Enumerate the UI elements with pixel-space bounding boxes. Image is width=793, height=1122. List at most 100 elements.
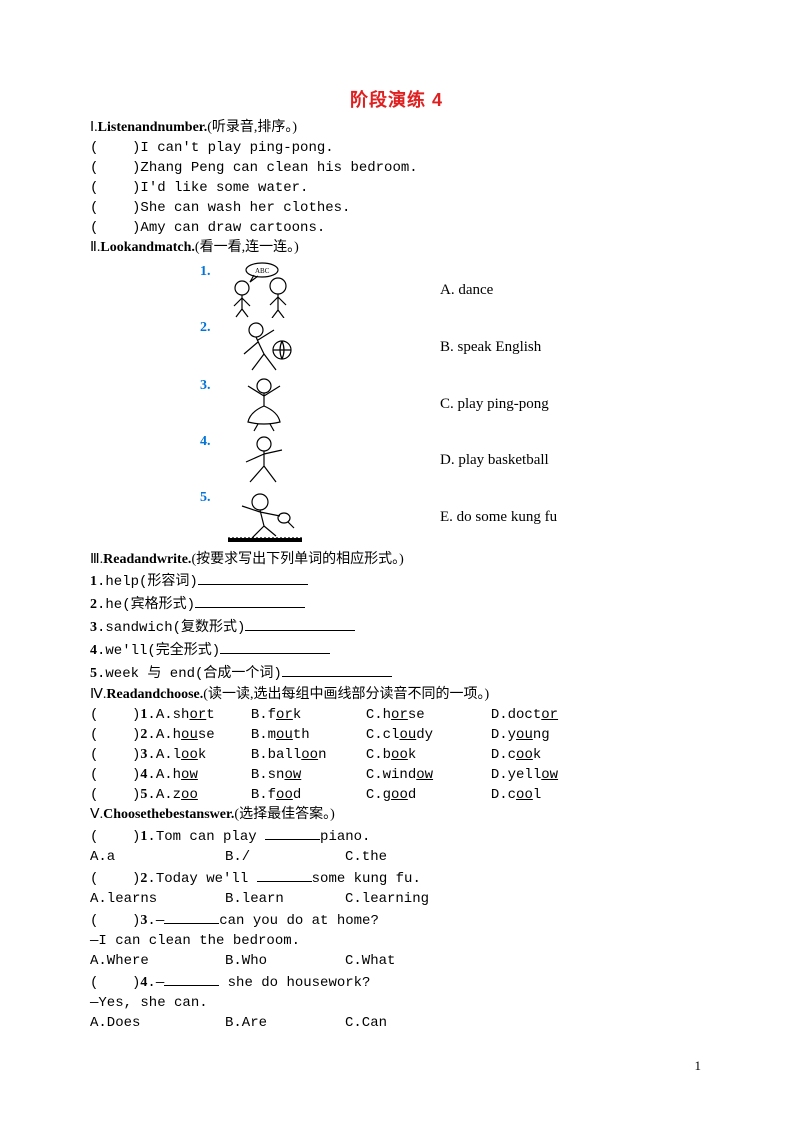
sec3-n2: 2 — [90, 597, 97, 612]
sec4-opt: D.doctor — [491, 705, 558, 725]
sec4-opt: A.short — [156, 705, 251, 725]
sec5-q1: ( )1.Tom can play piano. — [90, 825, 703, 847]
sec2-head: Ⅱ.Lookandmatch.(看一看,连一连。) — [90, 238, 703, 258]
sec3-n1: 1 — [90, 574, 97, 589]
sec1-bold: Listenandnumber. — [98, 120, 208, 135]
match-image-kungfu — [218, 432, 310, 488]
sec5-opt: C.What — [345, 951, 395, 971]
match-num-4: 4. — [200, 434, 218, 450]
sec5-opt: A.a — [90, 847, 225, 867]
sec4-opt: D.yellow — [491, 765, 558, 785]
section-3: Ⅲ.Readandwrite.(按要求写出下列单词的相应形式。) 1.help(… — [90, 550, 703, 685]
section-1: Ⅰ.Listenandnumber.(听录音,排序。) ( )I can't p… — [90, 118, 703, 238]
blank-line[interactable] — [220, 639, 330, 654]
sec5-opt: A.Does — [90, 1013, 225, 1033]
sec1-item: ( )Zhang Peng can clean his bedroom. — [90, 158, 703, 178]
sec4-opt: B.mouth — [251, 725, 366, 745]
match-num-2: 2. — [200, 320, 218, 336]
sec1-i1: I can't play ping-pong. — [140, 140, 333, 156]
sec4-opt: A.house — [156, 725, 251, 745]
sec4-row: ( )4.A.howB.snowC.windowD.yellow — [90, 765, 703, 785]
q3b: can you do at home? — [219, 913, 379, 929]
match-image-dance — [218, 376, 310, 432]
sec5-paren: (选择最佳答案。) — [234, 807, 334, 822]
blank-line[interactable] — [164, 971, 219, 986]
q4a: .— — [147, 975, 164, 991]
sec4-opt: B.fork — [251, 705, 366, 725]
sec1-item: ( )I'd like some water. — [90, 178, 703, 198]
sec4-opt: D.cool — [491, 785, 541, 805]
sec4-opt: B.food — [251, 785, 366, 805]
sec2-roman: Ⅱ. — [90, 240, 100, 255]
sec1-i3: I'd like some water. — [140, 180, 308, 196]
sec1-paren: (听录音,排序。) — [207, 120, 297, 135]
sec4-opt: C.book — [366, 745, 491, 765]
sec3-item: 3.sandwich(复数形式) — [90, 616, 703, 639]
match-row: 5. E. do some kung fu — [200, 488, 703, 546]
sec3-t4: .we'll(完全形式) — [97, 643, 220, 659]
blank-line[interactable] — [245, 616, 355, 631]
match-row: 3. C. play ping-pong — [200, 376, 703, 432]
sec1-i4: She can wash her clothes. — [140, 200, 350, 216]
sec3-t1: .help(形容词) — [97, 574, 198, 590]
match-label-b: B. speak English — [440, 339, 541, 356]
sec4-opt: C.horse — [366, 705, 491, 725]
sec4-opt: C.window — [366, 765, 491, 785]
sec1-i2: Zhang Peng can clean his bedroom. — [140, 160, 417, 176]
sec5-opt: B./ — [225, 847, 345, 867]
sec5-opt: A.Where — [90, 951, 225, 971]
blank-line[interactable] — [195, 593, 305, 608]
sec3-item: 4.we'll(完全形式) — [90, 639, 703, 662]
sec4-bold: Readandchoose. — [106, 687, 203, 702]
sec4-opt: C.cloudy — [366, 725, 491, 745]
sec3-t5: .week 与 end(合成一个词) — [97, 666, 282, 682]
match-area: 1. ABC A. dance 2. — [200, 262, 703, 546]
match-num-1: 1. — [200, 264, 218, 280]
sec1-roman: Ⅰ. — [90, 120, 98, 135]
match-row: 1. ABC A. dance — [200, 262, 703, 318]
sec1-item: ( )Amy can draw cartoons. — [90, 218, 703, 238]
sec5-opt: C.Can — [345, 1013, 387, 1033]
blank-line[interactable] — [198, 570, 308, 585]
section-4: Ⅳ.Readandchoose.(读一读,选出每组中画线部分读音不同的一项。) … — [90, 685, 703, 805]
sec3-n3: 3 — [90, 620, 97, 635]
sec5-opt: C.learning — [345, 889, 429, 909]
match-label-a: A. dance — [440, 282, 493, 299]
blank-line[interactable] — [164, 909, 219, 924]
page-title: 阶段演练 4 — [90, 86, 703, 112]
sec1-head: Ⅰ.Listenandnumber.(听录音,排序。) — [90, 118, 703, 138]
match-image-pingpong — [218, 488, 310, 546]
svg-text:ABC: ABC — [255, 267, 270, 275]
sec4-roman: Ⅳ. — [90, 687, 106, 702]
blank-line[interactable] — [282, 662, 392, 677]
sec4-row: ( )5.A.zooB.foodC.goodD.cool — [90, 785, 703, 805]
sec5-q3-ans: —I can clean the bedroom. — [90, 931, 703, 951]
sec5-q2-opts: A.learnsB.learnC.learning — [90, 889, 703, 909]
sec4-opt: D.cook — [491, 745, 541, 765]
sec2-paren: (看一看,连一连。) — [195, 240, 299, 255]
sec3-roman: Ⅲ. — [90, 552, 103, 567]
q2b: some kung fu. — [312, 871, 421, 887]
sec4-opt: A.look — [156, 745, 251, 765]
q4b: she do housework? — [219, 975, 370, 991]
blank-line[interactable] — [257, 867, 312, 882]
blank-line[interactable] — [265, 825, 320, 840]
q1b: piano. — [320, 829, 370, 845]
match-label-d: D. play basketball — [440, 452, 549, 469]
sec5-opt: C.the — [345, 847, 387, 867]
sec5-q3-opts: A.WhereB.WhoC.What — [90, 951, 703, 971]
sec3-t3: .sandwich(复数形式) — [97, 620, 245, 636]
sec4-opt: B.balloon — [251, 745, 366, 765]
sec3-n5: 5 — [90, 666, 97, 681]
sec1-item: ( )I can't play ping-pong. — [90, 138, 703, 158]
section-2: Ⅱ.Lookandmatch.(看一看,连一连。) 1. ABC A. danc… — [90, 238, 703, 546]
sec5-roman: Ⅴ. — [90, 807, 103, 822]
page-root: 阶段演练 4 Ⅰ.Listenandnumber.(听录音,排序。) ( )I … — [0, 0, 793, 1122]
sec5-q4-ans: —Yes, she can. — [90, 993, 703, 1013]
sec5-q2: ( )2.Today we'll some kung fu. — [90, 867, 703, 889]
match-label-c: C. play ping-pong — [440, 396, 549, 413]
sec4-opt: A.how — [156, 765, 251, 785]
sec4-row: ( )1.A.shortB.forkC.horseD.doctor — [90, 705, 703, 725]
q3a: .— — [147, 913, 164, 929]
sec5-opt: A.learns — [90, 889, 225, 909]
